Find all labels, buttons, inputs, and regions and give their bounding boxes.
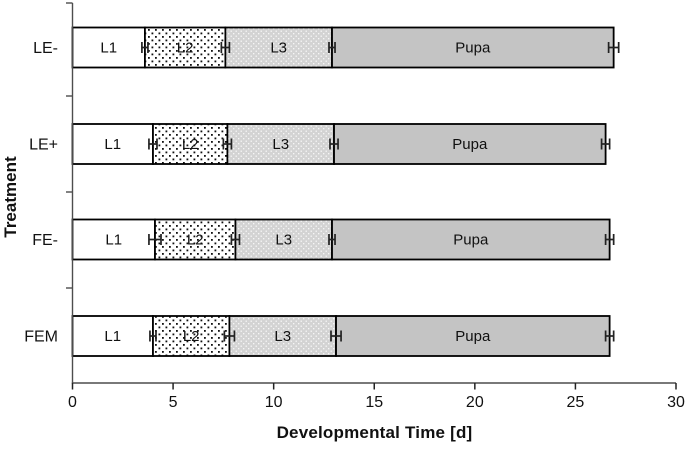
x-tick-label-10: 10 bbox=[265, 394, 283, 411]
segment-label-pupa: Pupa bbox=[453, 232, 489, 249]
segment-label-l3: L3 bbox=[275, 232, 292, 249]
plot-area: L1 L2 L3 Pupa LE- L1 L2 L3 Pupa LE+ L1 L2 L3 Pupa FE- L… bbox=[24, 2, 685, 411]
segment-label-l2: L2 bbox=[182, 136, 199, 153]
bar-segment-l2 bbox=[144, 26, 227, 69]
category-label-3: FEM bbox=[24, 329, 58, 346]
bar-segment-l2 bbox=[154, 218, 237, 261]
bar-segment-l3 bbox=[228, 315, 337, 357]
segment-label-l3: L3 bbox=[272, 136, 289, 153]
segment-label-l1: L1 bbox=[104, 136, 121, 153]
x-tick-label-15: 15 bbox=[365, 394, 383, 411]
x-tick-label-30: 30 bbox=[667, 394, 685, 411]
segment-label-l2: L2 bbox=[187, 232, 204, 249]
segment-label-pupa: Pupa bbox=[455, 328, 491, 345]
bar-segment-l2 bbox=[152, 123, 229, 165]
segment-label-l2: L2 bbox=[183, 328, 200, 345]
segment-label-l1: L1 bbox=[105, 232, 122, 249]
segment-label-l3: L3 bbox=[274, 328, 291, 345]
bar-segment-l3 bbox=[224, 26, 333, 69]
y-axis-title: Treatment bbox=[1, 156, 20, 238]
bar-segment-l1 bbox=[71, 218, 156, 261]
bar-segment-pupa bbox=[331, 218, 611, 261]
category-label-0: LE- bbox=[33, 40, 58, 57]
x-tick-label-5: 5 bbox=[169, 394, 178, 411]
x-axis-title: Developmental Time [d] bbox=[276, 423, 473, 442]
bar-segment-l1 bbox=[71, 123, 154, 165]
segment-label-l3: L3 bbox=[270, 40, 287, 57]
segment-label-pupa: Pupa bbox=[455, 40, 491, 57]
x-tick-label-0: 0 bbox=[68, 394, 77, 411]
bar-segment-l1 bbox=[71, 315, 154, 357]
bar-segment-l3 bbox=[234, 218, 333, 261]
segment-label-pupa: Pupa bbox=[452, 136, 488, 153]
x-tick-label-20: 20 bbox=[466, 394, 484, 411]
segment-label-l2: L2 bbox=[177, 40, 194, 57]
category-label-1: LE+ bbox=[29, 137, 58, 154]
segment-label-l1: L1 bbox=[100, 40, 117, 57]
segment-label-l1: L1 bbox=[104, 328, 121, 345]
x-tick-label-25: 25 bbox=[567, 394, 585, 411]
category-label-2: FE- bbox=[32, 232, 58, 249]
